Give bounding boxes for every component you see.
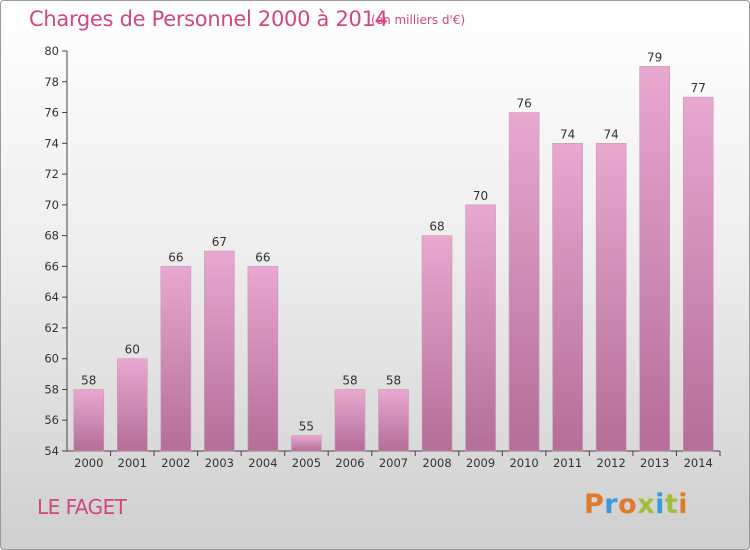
y-tick-label: 66 — [44, 259, 59, 273]
logo-letter: x — [637, 489, 656, 520]
y-tick-label: 56 — [44, 413, 59, 427]
x-tick-label: 2014 — [684, 456, 713, 470]
data-label: 67 — [212, 235, 227, 249]
data-label: 77 — [691, 81, 706, 95]
x-tick-label: 2011 — [553, 456, 582, 470]
x-tick-label: 2006 — [335, 456, 364, 470]
bar — [378, 389, 409, 452]
data-label: 55 — [299, 420, 314, 434]
y-tick-label: 64 — [44, 290, 59, 304]
bar — [247, 266, 279, 452]
data-label: 58 — [81, 373, 96, 387]
bar — [73, 389, 105, 452]
x-tick-label: 2005 — [292, 456, 321, 470]
x-tick-label: 2012 — [597, 456, 626, 470]
x-tick-label: 2010 — [509, 456, 538, 470]
bar — [639, 66, 671, 452]
bar — [160, 266, 192, 452]
bar — [465, 204, 496, 452]
bar — [117, 358, 148, 452]
logo-letter: t — [664, 489, 679, 520]
data-label: 74 — [560, 127, 575, 141]
x-tick-label: 2003 — [205, 456, 234, 470]
bar — [508, 112, 540, 452]
bar — [291, 435, 322, 452]
bar — [595, 143, 627, 452]
y-tick-label: 58 — [44, 382, 59, 396]
bar — [421, 235, 453, 452]
logo-letter: P — [584, 489, 605, 520]
data-label: 74 — [604, 127, 619, 141]
bar — [552, 143, 583, 452]
bar — [204, 250, 235, 452]
x-tick-label: 2013 — [640, 456, 669, 470]
x-tick-label: 2000 — [74, 456, 103, 470]
bar — [682, 96, 714, 452]
chart-title: Charges de Personnel 2000 à 2014 — [29, 7, 388, 31]
y-tick-label: 78 — [44, 75, 59, 89]
data-label: 66 — [255, 250, 270, 264]
y-tick-label: 60 — [44, 352, 59, 366]
data-label: 60 — [125, 343, 140, 357]
data-label: 76 — [516, 97, 531, 111]
x-tick-label: 2004 — [248, 456, 277, 470]
logo-letter: i — [655, 489, 665, 520]
logo-letter: i — [678, 489, 689, 520]
bar — [334, 389, 366, 452]
x-tick-label: 2007 — [379, 456, 408, 470]
data-label: 66 — [168, 250, 183, 264]
x-tick-label: 2009 — [466, 456, 495, 470]
y-tick-label: 80 — [44, 44, 59, 58]
commune-name: LE FAGET — [37, 495, 127, 519]
data-label: 68 — [429, 220, 444, 234]
y-tick-label: 74 — [44, 136, 59, 150]
data-label: 70 — [473, 189, 488, 203]
chart-subtitle: (en milliers d'€) — [371, 13, 466, 27]
x-tick-label: 2008 — [422, 456, 451, 470]
logo-letter: r — [604, 489, 619, 520]
data-label: 58 — [386, 373, 401, 387]
y-tick-label: 70 — [44, 198, 59, 212]
proxiti-logo: Proxiti — [584, 489, 688, 520]
x-tick-label: 2002 — [161, 456, 190, 470]
y-tick-label: 76 — [44, 106, 59, 120]
y-tick-label: 62 — [44, 321, 59, 335]
data-label: 79 — [647, 50, 662, 64]
y-tick-label: 68 — [44, 229, 59, 243]
data-label: 58 — [342, 373, 357, 387]
logo-letter: o — [618, 489, 638, 520]
x-tick-label: 2001 — [118, 456, 147, 470]
y-tick-label: 72 — [44, 167, 59, 181]
y-tick-label: 54 — [44, 444, 59, 458]
